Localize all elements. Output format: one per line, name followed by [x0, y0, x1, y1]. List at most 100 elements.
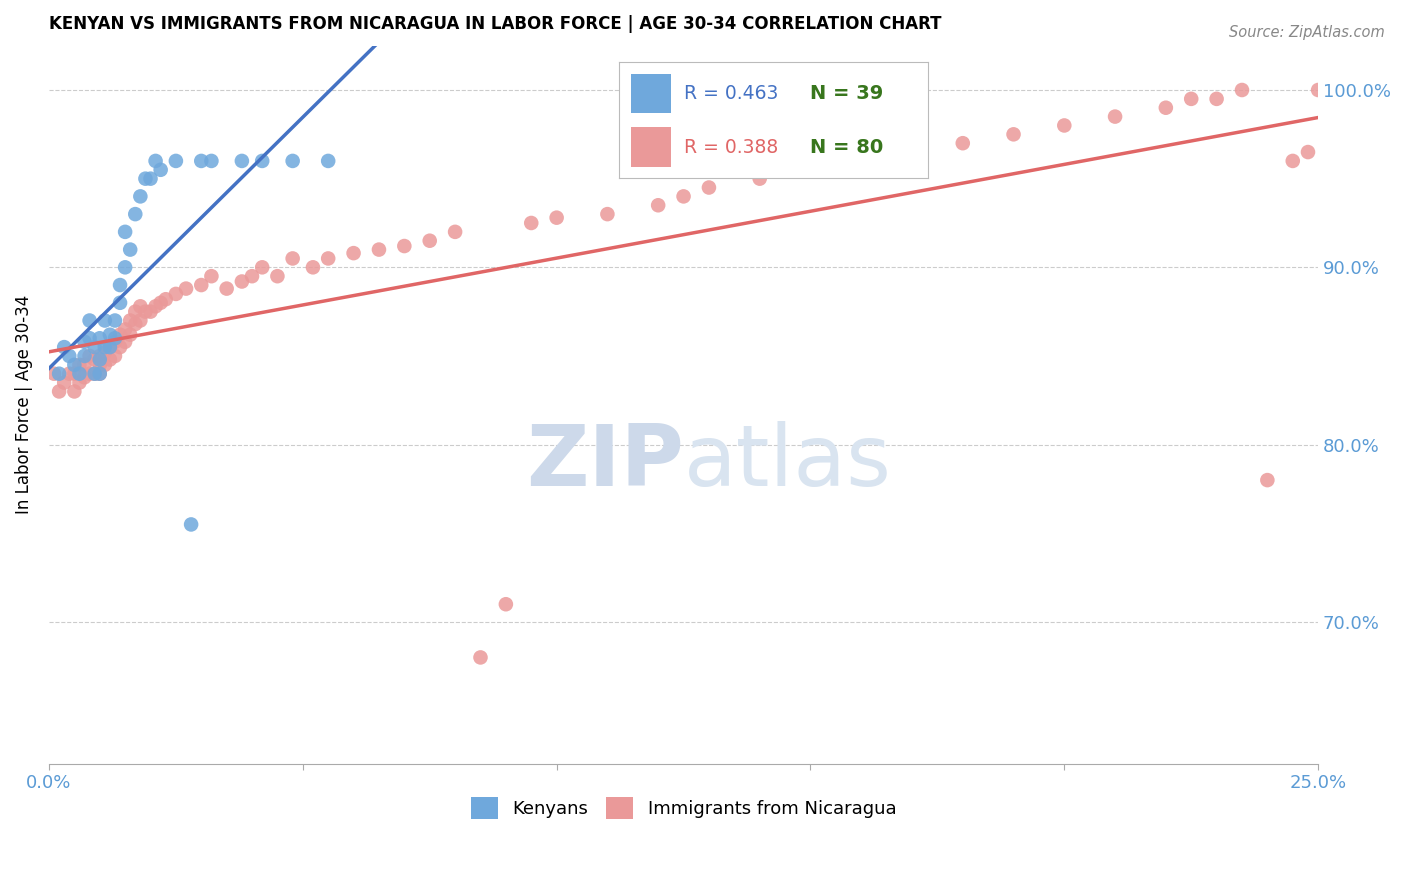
Point: [114, 334, 136, 349]
Point: [129, 189, 152, 203]
Point: [94, 313, 117, 327]
Point: [89, 331, 111, 345]
Point: [108, 340, 131, 354]
Point: [67, 358, 90, 372]
Point: [1281, 153, 1303, 168]
Point: [180, 517, 202, 532]
Point: [73, 349, 96, 363]
Point: [104, 349, 127, 363]
Point: [73, 358, 96, 372]
Text: N = 39: N = 39: [810, 84, 883, 103]
Point: [104, 334, 127, 349]
Point: [139, 304, 162, 318]
Point: [124, 207, 146, 221]
Point: [134, 171, 156, 186]
Point: [1256, 473, 1278, 487]
Point: [240, 269, 263, 284]
Text: atlas: atlas: [683, 421, 891, 504]
Point: [120, 327, 142, 342]
Point: [145, 299, 167, 313]
Point: [53, 340, 76, 354]
Point: [89, 349, 111, 363]
Point: [302, 260, 325, 275]
Text: N = 80: N = 80: [810, 137, 883, 157]
Text: Source: ZipAtlas.com: Source: ZipAtlas.com: [1229, 25, 1385, 40]
Point: [316, 153, 339, 168]
Point: [114, 225, 136, 239]
Point: [83, 367, 105, 381]
Point: [165, 153, 187, 168]
Point: [1180, 92, 1202, 106]
Point: [231, 153, 253, 168]
Point: [63, 384, 86, 399]
Point: [1308, 83, 1330, 97]
Point: [124, 317, 146, 331]
Point: [83, 352, 105, 367]
Point: [89, 367, 111, 381]
Y-axis label: In Labor Force | Age 30-34: In Labor Force | Age 30-34: [15, 295, 32, 515]
Point: [58, 349, 80, 363]
Point: [250, 260, 273, 275]
Point: [281, 252, 304, 266]
Point: [79, 331, 101, 345]
Point: [1205, 92, 1227, 106]
Point: [114, 260, 136, 275]
Point: [124, 304, 146, 318]
Text: ZIP: ZIP: [526, 421, 683, 504]
Point: [79, 367, 101, 381]
Point: [120, 313, 142, 327]
Point: [520, 216, 543, 230]
Point: [250, 153, 273, 168]
Point: [1053, 119, 1076, 133]
Point: [104, 313, 127, 327]
Point: [98, 352, 121, 367]
Point: [114, 322, 136, 336]
Point: [134, 304, 156, 318]
Point: [108, 278, 131, 293]
Point: [748, 171, 770, 186]
Point: [108, 295, 131, 310]
Point: [215, 282, 238, 296]
Point: [83, 367, 105, 381]
Point: [1002, 128, 1025, 142]
Point: [120, 243, 142, 257]
Point: [596, 207, 619, 221]
Point: [470, 650, 492, 665]
Text: R = 0.388: R = 0.388: [683, 137, 778, 157]
Point: [129, 313, 152, 327]
Point: [419, 234, 441, 248]
Point: [1296, 145, 1319, 159]
Point: [546, 211, 568, 225]
Bar: [631, 74, 671, 113]
Point: [368, 243, 391, 257]
Point: [200, 153, 222, 168]
Point: [42, 367, 65, 381]
Legend: Kenyans, Immigrants from Nicaragua: Kenyans, Immigrants from Nicaragua: [464, 790, 904, 827]
Point: [58, 367, 80, 381]
Point: [48, 367, 70, 381]
Point: [165, 287, 187, 301]
Text: KENYAN VS IMMIGRANTS FROM NICARAGUA IN LABOR FORCE | AGE 30-34 CORRELATION CHART: KENYAN VS IMMIGRANTS FROM NICARAGUA IN L…: [49, 15, 942, 33]
Point: [190, 278, 212, 293]
Text: R = 0.463: R = 0.463: [683, 84, 778, 103]
Point: [155, 292, 177, 306]
Point: [174, 282, 197, 296]
Point: [200, 269, 222, 284]
Point: [48, 384, 70, 399]
Point: [145, 153, 167, 168]
Point: [231, 275, 253, 289]
Point: [79, 349, 101, 363]
Point: [342, 246, 364, 260]
Point: [952, 136, 974, 151]
Point: [94, 340, 117, 354]
Point: [901, 145, 924, 159]
Point: [129, 299, 152, 313]
Point: [1104, 110, 1126, 124]
Point: [824, 157, 846, 171]
Bar: [631, 128, 671, 167]
Point: [67, 367, 90, 381]
Point: [851, 153, 873, 168]
Point: [79, 313, 101, 327]
Point: [94, 358, 117, 372]
Point: [149, 295, 172, 310]
